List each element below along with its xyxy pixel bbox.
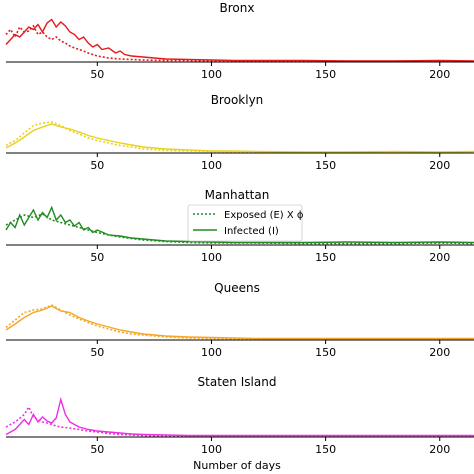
panel-title-staten-island: Staten Island bbox=[198, 375, 277, 389]
panel-title-queens: Queens bbox=[214, 281, 260, 295]
series-manhattan-infected bbox=[5, 205, 474, 244]
series-bronx-exposed bbox=[5, 24, 474, 62]
x-tick-label-manhattan-200: 200 bbox=[429, 251, 450, 264]
x-tick-label-brooklyn-150: 150 bbox=[315, 159, 336, 172]
panel-queens: Queens 50 100 150 200 bbox=[5, 281, 474, 359]
x-tick-label-brooklyn-100: 100 bbox=[201, 159, 222, 172]
x-tick-label-bronx-200: 200 bbox=[429, 68, 450, 81]
x-tick-label-brooklyn-200: 200 bbox=[429, 159, 450, 172]
x-tick-label-staten-island-150: 150 bbox=[315, 443, 336, 456]
series-staten-island-exposed bbox=[5, 405, 474, 437]
panel-staten-island: Staten Island 50 100 150 200 bbox=[5, 375, 474, 456]
series-queens-infected bbox=[5, 305, 474, 340]
series-manhattan-exposed bbox=[5, 213, 474, 245]
legend: Exposed (E) X ϕ Infected (I) bbox=[187, 204, 304, 242]
series-bronx-infected bbox=[5, 18, 474, 62]
panel-title-manhattan: Manhattan bbox=[205, 188, 270, 202]
series-queens-exposed bbox=[5, 304, 474, 340]
x-tick-label-brooklyn-50: 50 bbox=[90, 159, 104, 172]
x-tick-label-manhattan-150: 150 bbox=[315, 251, 336, 264]
series-brooklyn-exposed bbox=[5, 121, 474, 153]
panel-manhattan: Manhattan 50 100 150 200 bbox=[5, 188, 474, 264]
panel-title-bronx: Bronx bbox=[220, 1, 255, 15]
x-axis-label: Number of days bbox=[193, 459, 281, 472]
series-brooklyn-infected bbox=[5, 123, 474, 153]
legend-box bbox=[187, 204, 303, 242]
panel-brooklyn: Brooklyn 50 100 150 200 bbox=[5, 93, 474, 172]
x-tick-label-queens-50: 50 bbox=[90, 346, 104, 359]
panel-bronx: Bronx 50 100 150 200 bbox=[5, 1, 474, 81]
x-tick-label-bronx-50: 50 bbox=[90, 68, 104, 81]
panel-title-brooklyn: Brooklyn bbox=[211, 93, 264, 107]
x-tick-label-staten-island-200: 200 bbox=[429, 443, 450, 456]
x-tick-label-queens-200: 200 bbox=[429, 346, 450, 359]
x-tick-label-queens-150: 150 bbox=[315, 346, 336, 359]
x-tick-label-bronx-150: 150 bbox=[315, 68, 336, 81]
x-tick-label-manhattan-50: 50 bbox=[90, 251, 104, 264]
x-tick-label-bronx-100: 100 bbox=[201, 68, 222, 81]
x-tick-label-staten-island-50: 50 bbox=[90, 443, 104, 456]
series-staten-island-infected bbox=[5, 396, 474, 437]
legend-label-exposed: Exposed (E) X ϕ bbox=[224, 210, 304, 221]
x-tick-label-manhattan-100: 100 bbox=[201, 251, 222, 264]
x-tick-label-queens-100: 100 bbox=[201, 346, 222, 359]
legend-label-infected: Infected (I) bbox=[224, 226, 279, 237]
x-tick-label-staten-island-100: 100 bbox=[201, 443, 222, 456]
